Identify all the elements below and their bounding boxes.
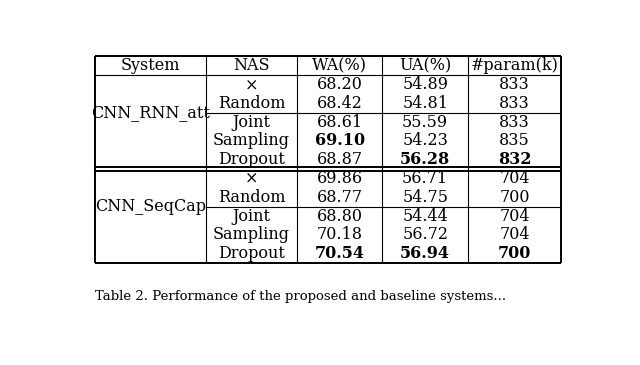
Text: #param(k): #param(k) <box>470 57 559 74</box>
Text: NAS: NAS <box>234 57 270 74</box>
Text: 833: 833 <box>499 95 530 112</box>
Text: 56.94: 56.94 <box>400 245 450 262</box>
Text: Table 2. Performance of the proposed and baseline systems...: Table 2. Performance of the proposed and… <box>95 290 506 303</box>
Text: 833: 833 <box>499 114 530 131</box>
Text: Sampling: Sampling <box>213 226 290 243</box>
Text: 833: 833 <box>499 76 530 93</box>
Text: Joint: Joint <box>232 114 271 131</box>
Text: 54.81: 54.81 <box>402 95 448 112</box>
Text: CNN_RNN_att: CNN_RNN_att <box>91 104 210 121</box>
Text: ×: × <box>245 76 259 93</box>
Text: 68.77: 68.77 <box>317 189 363 206</box>
Text: 54.23: 54.23 <box>402 132 448 149</box>
Text: Dropout: Dropout <box>218 245 285 262</box>
Text: 70.54: 70.54 <box>315 245 365 262</box>
Text: 68.20: 68.20 <box>317 76 363 93</box>
Text: Sampling: Sampling <box>213 132 290 149</box>
Text: 68.61: 68.61 <box>317 114 363 131</box>
Text: 68.87: 68.87 <box>317 151 363 168</box>
Text: 68.80: 68.80 <box>317 208 363 224</box>
Text: 704: 704 <box>499 226 530 243</box>
Text: Joint: Joint <box>232 208 271 224</box>
Text: 69.10: 69.10 <box>315 132 365 149</box>
Text: Random: Random <box>218 95 285 112</box>
Text: 56.72: 56.72 <box>402 226 448 243</box>
Text: 68.42: 68.42 <box>317 95 363 112</box>
Text: CNN_SeqCap: CNN_SeqCap <box>95 198 206 215</box>
Text: Random: Random <box>218 189 285 206</box>
Text: 835: 835 <box>499 132 530 149</box>
Text: 70.18: 70.18 <box>317 226 363 243</box>
Text: 55.59: 55.59 <box>402 114 448 131</box>
Text: UA(%): UA(%) <box>399 57 451 74</box>
Text: 56.71: 56.71 <box>402 170 448 187</box>
Text: 56.28: 56.28 <box>400 151 451 168</box>
Text: WA(%): WA(%) <box>312 57 367 74</box>
Text: Dropout: Dropout <box>218 151 285 168</box>
Text: 54.75: 54.75 <box>402 189 448 206</box>
Text: 54.89: 54.89 <box>402 76 448 93</box>
Text: 700: 700 <box>498 245 531 262</box>
Text: 69.86: 69.86 <box>317 170 363 187</box>
Text: 832: 832 <box>498 151 531 168</box>
Text: 54.44: 54.44 <box>403 208 448 224</box>
Text: System: System <box>121 57 180 74</box>
Text: 704: 704 <box>499 208 530 224</box>
Text: ×: × <box>245 170 259 187</box>
Text: 704: 704 <box>499 170 530 187</box>
Text: 700: 700 <box>499 189 530 206</box>
